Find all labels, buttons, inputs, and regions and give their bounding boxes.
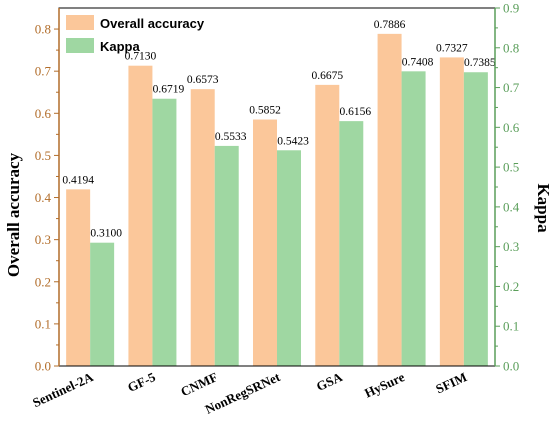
value-label-kappa: 0.3100 <box>90 228 122 240</box>
right-tick-label: 0.9 <box>503 1 519 16</box>
right-tick-label: 0.2 <box>503 279 519 294</box>
right-tick-label: 0.3 <box>503 239 519 254</box>
value-label-kappa: 0.7408 <box>402 56 434 68</box>
right-tick-label: 0.6 <box>503 120 520 135</box>
category-label: CNMF <box>178 369 220 399</box>
category-label: GSA <box>314 369 345 394</box>
right-axis-ticks: 0.0 0.1 0.2 0.3 0.4 0.5 0.6 0.7 0.8 0.9 <box>495 1 520 374</box>
value-label-overall-accuracy: 0.7327 <box>436 42 468 54</box>
legend: Overall accuracy Kappa <box>66 15 205 54</box>
bar-kappa <box>401 71 426 366</box>
bars-layer <box>66 33 488 367</box>
left-tick-label: 0.6 <box>35 106 52 121</box>
right-tick-label: 0.8 <box>503 40 519 55</box>
left-axis-title: Overall accuracy <box>4 152 23 277</box>
legend-swatch-kappa <box>66 38 94 53</box>
bar-kappa <box>463 72 488 366</box>
left-tick-label: 0.4 <box>35 190 52 205</box>
value-label-kappa: 0.5423 <box>277 135 309 147</box>
value-label-kappa: 0.6719 <box>153 84 185 96</box>
value-label-overall-accuracy: 0.4194 <box>62 174 94 186</box>
left-axis-ticks: 0.0 0.1 0.2 0.3 0.4 0.5 0.6 0.7 0.8 <box>35 22 59 374</box>
legend-swatch-overall-accuracy <box>66 15 94 30</box>
value-label-overall-accuracy: 0.7886 <box>374 19 406 31</box>
bar-overall-accuracy <box>128 65 153 367</box>
value-label-overall-accuracy: 0.5852 <box>249 105 281 117</box>
value-label-overall-accuracy: 0.6573 <box>187 74 219 86</box>
bar-kappa <box>277 150 301 366</box>
value-label-kappa: 0.5533 <box>215 131 247 143</box>
value-label-overall-accuracy: 0.7130 <box>125 51 157 63</box>
bar-kappa <box>214 145 239 366</box>
left-tick-label: 0.0 <box>35 359 51 374</box>
right-axis-title: Kappa <box>534 183 550 233</box>
right-tick-label: 0.0 <box>503 359 519 374</box>
bar-overall-accuracy <box>439 57 464 367</box>
value-label-kappa: 0.7385 <box>464 57 496 69</box>
bar-kappa <box>339 121 364 367</box>
value-label-overall-accuracy: 0.6675 <box>311 70 343 82</box>
bar-kappa <box>90 242 115 366</box>
left-tick-label: 0.2 <box>35 274 51 289</box>
left-tick-label: 0.7 <box>35 64 52 79</box>
left-tick-label: 0.3 <box>35 232 51 247</box>
right-tick-label: 0.1 <box>503 319 519 334</box>
right-tick-label: 0.5 <box>503 160 519 175</box>
value-label-kappa: 0.6156 <box>339 106 371 118</box>
right-tick-label: 0.7 <box>503 80 520 95</box>
legend-label-overall-accuracy: Overall accuracy <box>100 16 205 31</box>
category-label: GF-5 <box>125 369 158 395</box>
left-tick-label: 0.8 <box>35 22 51 37</box>
bar-overall-accuracy <box>190 89 215 366</box>
category-label: HySure <box>362 369 407 401</box>
legend-label-kappa: Kappa <box>100 39 141 54</box>
bar-overall-accuracy <box>377 33 402 367</box>
category-label: SFIM <box>433 369 469 396</box>
bar-overall-accuracy <box>315 84 340 366</box>
left-tick-label: 0.5 <box>35 148 51 163</box>
left-tick-label: 0.1 <box>35 316 51 331</box>
bar-overall-accuracy <box>66 189 91 366</box>
category-label: Sentinel-2A <box>30 369 96 410</box>
bar-kappa <box>152 98 177 367</box>
right-tick-label: 0.4 <box>503 199 520 214</box>
bar-overall-accuracy <box>253 119 277 366</box>
